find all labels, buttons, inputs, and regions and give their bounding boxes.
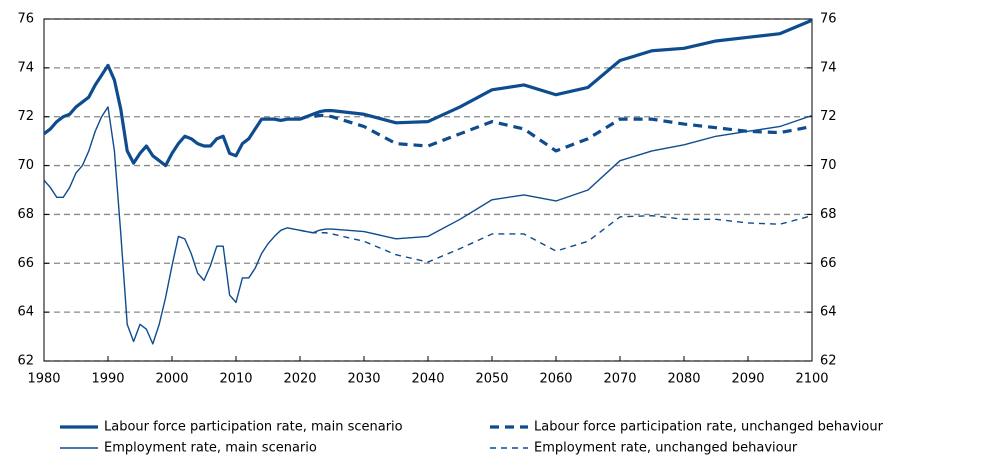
- y2-tick-label: 62: [820, 354, 837, 369]
- legend-label: Labour force participation rate, unchang…: [534, 420, 884, 435]
- x-tick-label: 2060: [539, 372, 572, 387]
- x-tick-label: 1980: [27, 372, 60, 387]
- y-tick-label: 76: [17, 12, 34, 27]
- y2-tick-label: 68: [820, 207, 837, 222]
- y-tick-label: 72: [17, 109, 34, 124]
- x-tick-label: 1990: [91, 372, 124, 387]
- y2-tick-label: 70: [820, 158, 837, 173]
- x-tick-label: 2040: [411, 372, 444, 387]
- series-line: [299, 113, 813, 153]
- x-tick-label: 2050: [475, 372, 508, 387]
- x-tick-label: 2080: [667, 372, 700, 387]
- y2-tick-label: 72: [820, 109, 837, 124]
- legend-label: Employment rate, main scenario: [104, 441, 317, 456]
- y2-tick-label: 64: [820, 305, 837, 320]
- legend-label: Employment rate, unchanged behaviour: [534, 441, 798, 456]
- y-tick-label: 68: [17, 207, 34, 222]
- x-tick-label: 2020: [283, 372, 316, 387]
- x-tick-label: 2100: [795, 372, 828, 387]
- x-tick-label: 2070: [603, 372, 636, 387]
- series-line: [299, 214, 813, 263]
- y-tick-label: 66: [17, 256, 34, 271]
- y-tick-label: 62: [17, 354, 34, 369]
- series-line: [43, 18, 813, 168]
- x-tick-label: 2010: [219, 372, 252, 387]
- y-tick-label: 64: [17, 305, 34, 320]
- y2-tick-label: 76: [820, 12, 837, 27]
- y2-tick-label: 66: [820, 256, 837, 271]
- plot-frame: [43, 18, 813, 362]
- legend-label: Labour force participation rate, main sc…: [104, 420, 403, 435]
- x-tick-label: 2000: [155, 372, 188, 387]
- x-tick-label: 2030: [347, 372, 380, 387]
- x-tick-label: 2090: [731, 372, 764, 387]
- y-tick-label: 70: [17, 158, 34, 173]
- y2-tick-label: 74: [820, 60, 837, 75]
- y-tick-label: 74: [17, 60, 34, 75]
- series-line: [43, 106, 813, 345]
